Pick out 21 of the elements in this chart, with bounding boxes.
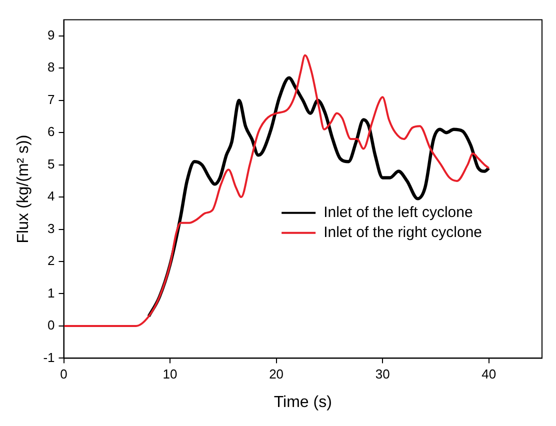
x-axis-title: Time (s) (274, 394, 332, 411)
line-series (64, 54, 490, 327)
y-tick-label: 5 (48, 156, 55, 172)
x-tick-label: 20 (269, 366, 284, 382)
x-tick-label: 40 (482, 366, 496, 382)
y-tick-label: 9 (48, 27, 55, 42)
y-tick-label: 4 (48, 188, 55, 204)
x-tick-label: 10 (162, 366, 178, 382)
legend-label: Inlet of the left cyclone (324, 204, 473, 221)
y-tick-label: 2 (48, 253, 55, 268)
y-tick-label: 8 (48, 60, 55, 75)
x-tick-label: 0 (60, 366, 68, 382)
y-axis-title: Flux (kg/(m² s)) (15, 134, 32, 244)
legend-label: Inlet of the right cyclone (324, 224, 482, 241)
y-tick-label: 0 (48, 318, 55, 333)
y-tick-label: 1 (48, 285, 55, 300)
y-tick-label: -1 (43, 350, 55, 365)
x-tick-label: 30 (375, 366, 390, 382)
y-tick-label: 7 (48, 92, 55, 107)
y-tick-label: 3 (48, 220, 55, 236)
y-tick-label: 6 (48, 124, 55, 140)
